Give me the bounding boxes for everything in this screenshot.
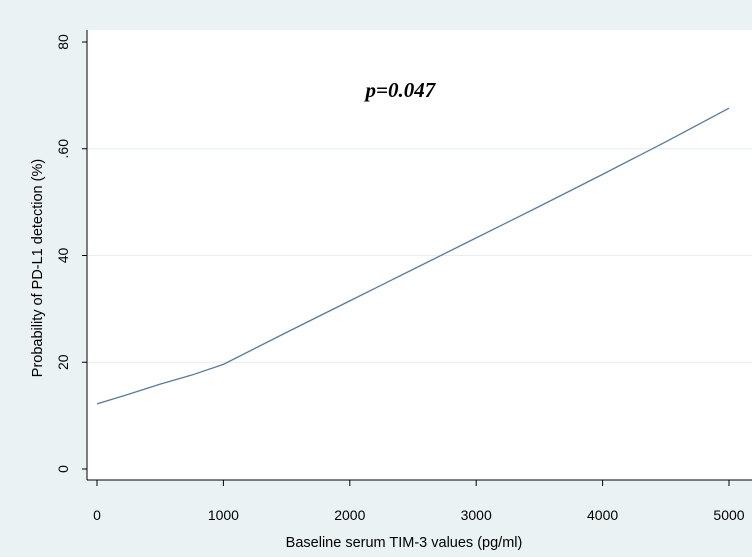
x-tick-label: 1000 [208, 507, 239, 523]
y-axis-title: Probability of PD-L1 detection (%) [30, 159, 46, 377]
y-tick-label: 40 [55, 248, 71, 264]
x-axis-title: Baseline serum TIM-3 values (pg/ml) [286, 535, 523, 551]
p-value-annotation: p=0.047 [364, 78, 437, 102]
x-tick-label: 3000 [461, 507, 492, 523]
x-tick-label: 2000 [334, 507, 365, 523]
series-line [96, 107, 730, 405]
y-tick-label: 0 [55, 465, 71, 473]
y-tick-label: .60 [55, 139, 71, 159]
x-tick-label: 4000 [587, 507, 618, 523]
x-tick-label: 5000 [713, 507, 744, 523]
y-tick-label: 80 [55, 34, 71, 50]
x-tick-label: 0 [93, 507, 101, 523]
y-tick-label: 20 [55, 354, 71, 370]
